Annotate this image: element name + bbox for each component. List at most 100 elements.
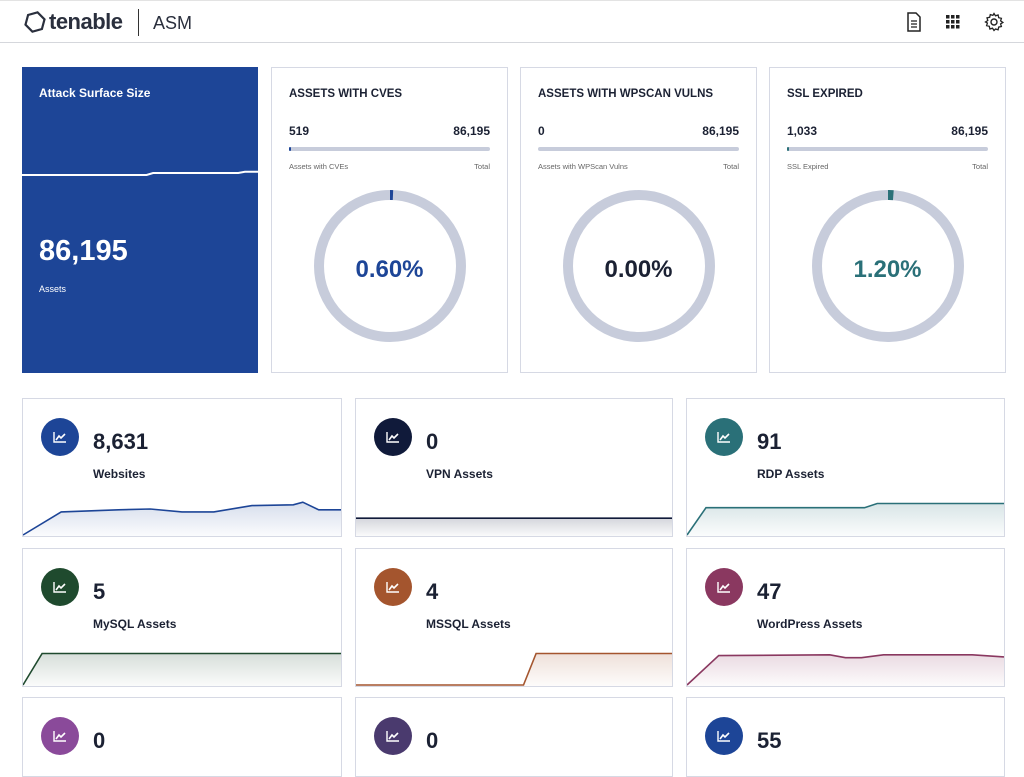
chart-line-icon <box>386 731 399 742</box>
sparkline-line <box>356 652 672 686</box>
chart-line-icon <box>53 731 66 742</box>
attack-surface-label: Assets <box>39 284 67 294</box>
asset-count: 0 <box>93 728 106 753</box>
attack-surface-sparkline <box>22 170 258 176</box>
sparkline-area <box>687 654 1004 686</box>
chart-line-icon <box>717 731 730 742</box>
donut-track <box>563 190 715 342</box>
asset-card[interactable]: 55 <box>686 697 1005 777</box>
trend-badge <box>374 717 412 755</box>
sparkline-line <box>22 170 258 176</box>
asset-count: 5 <box>93 579 106 604</box>
trend-badge <box>374 418 412 456</box>
asset-sparkline <box>687 653 1004 686</box>
metric-title: ASSETS WITH WPSCAN VULNS <box>538 88 714 100</box>
metric-total: 86,195 <box>453 124 490 138</box>
metric-percent: 0.00% <box>604 256 673 283</box>
metric-count: 0 <box>538 124 545 138</box>
asset-count: 8,631 <box>93 429 149 454</box>
asset-card[interactable]: 4 MSSQL Assets <box>355 548 673 687</box>
trend-badge <box>374 568 412 606</box>
trend-badge <box>41 568 79 606</box>
progress-bar <box>538 147 739 151</box>
metric-title: SSL EXPIRED <box>787 88 863 100</box>
progress-bar <box>289 147 490 151</box>
sparkline-area <box>23 502 341 536</box>
count-label: SSL Expired <box>787 162 829 171</box>
donut-chart <box>563 190 715 342</box>
brand-name: tenable <box>49 9 123 34</box>
metric-total: 86,195 <box>702 124 739 138</box>
total-label: Total <box>723 162 739 171</box>
grid-icon[interactable] <box>946 15 966 35</box>
asset-name: RDP Assets <box>757 467 825 481</box>
asset-card[interactable]: 91 RDP Assets <box>686 398 1005 537</box>
asset-card[interactable]: 8,631 Websites <box>22 398 342 537</box>
metric-percent: 1.20% <box>853 256 922 283</box>
asset-sparkline <box>356 652 672 686</box>
asset-count: 0 <box>426 429 439 454</box>
asset-name: Websites <box>93 467 146 481</box>
progress-fill <box>787 147 790 151</box>
card-title: Attack Surface Size <box>39 86 151 100</box>
attack-surface-value: 86,195 <box>39 235 128 267</box>
trend-badge <box>41 418 79 456</box>
attack-surface-card[interactable]: Attack Surface Size 86,195 Assets <box>22 67 258 373</box>
metric-card[interactable]: ASSETS WITH WPSCAN VULNS 0 86,195 Assets… <box>520 67 757 373</box>
donut-value <box>314 190 466 342</box>
asset-count: 4 <box>426 579 439 604</box>
tenable-logo[interactable]: tenable <box>24 9 123 35</box>
metric-card[interactable]: ASSETS WITH CVES 519 86,195 Assets with … <box>271 67 508 373</box>
metric-count: 1,033 <box>787 124 818 138</box>
asset-card[interactable]: 0 <box>22 697 342 777</box>
donut-value <box>812 190 964 342</box>
tenable-logo-icon <box>24 11 46 33</box>
gear-icon[interactable] <box>984 12 1005 32</box>
progress-bar <box>787 147 988 151</box>
asset-sparkline <box>23 501 341 536</box>
asset-card[interactable]: 0 <box>355 697 673 777</box>
asset-sparkline <box>356 517 672 536</box>
sparkline-area <box>23 653 341 686</box>
chart-line-icon <box>53 582 66 593</box>
metric-card[interactable]: SSL EXPIRED 1,033 86,195 SSL Expired Tot… <box>769 67 1006 373</box>
chart-line-icon <box>717 432 730 443</box>
count-label: Assets with CVEs <box>289 162 349 171</box>
sparkline-line <box>23 652 341 686</box>
count-label: Assets with WPScan Vulns <box>538 162 628 171</box>
document-icon[interactable] <box>905 12 925 32</box>
top-bar: tenable ASM <box>0 0 1024 43</box>
asset-name: MSSQL Assets <box>426 617 511 631</box>
total-label: Total <box>972 162 988 171</box>
sparkline-area <box>356 653 672 686</box>
sparkline-line <box>687 653 1004 686</box>
trend-badge <box>41 717 79 755</box>
donut-chart <box>812 190 964 342</box>
metric-percent: 0.60% <box>355 256 424 283</box>
asset-name: VPN Assets <box>426 467 493 481</box>
sparkline-line <box>23 501 341 536</box>
chart-line-icon <box>717 582 730 593</box>
asset-sparkline <box>23 652 341 686</box>
asset-card[interactable]: 47 WordPress Assets <box>686 548 1005 687</box>
progress-fill <box>289 147 291 151</box>
trend-badge <box>705 717 743 755</box>
asset-count: 91 <box>757 429 782 454</box>
asset-count: 0 <box>426 728 439 753</box>
header-divider <box>138 9 139 36</box>
asset-card[interactable]: 5 MySQL Assets <box>22 548 342 687</box>
asset-card[interactable]: 0 VPN Assets <box>355 398 673 537</box>
chart-line-icon <box>386 582 399 593</box>
metric-total: 86,195 <box>951 124 988 138</box>
product-name: ASM <box>153 13 193 33</box>
asset-sparkline <box>687 502 1004 536</box>
total-label: Total <box>474 162 490 171</box>
progress-fill <box>538 147 540 151</box>
asset-name: WordPress Assets <box>757 617 863 631</box>
asset-name: MySQL Assets <box>93 617 177 631</box>
metric-count: 519 <box>289 124 310 138</box>
trend-badge <box>705 418 743 456</box>
donut-chart <box>314 190 466 342</box>
sparkline-area <box>687 503 1004 536</box>
asset-count: 47 <box>757 579 782 604</box>
